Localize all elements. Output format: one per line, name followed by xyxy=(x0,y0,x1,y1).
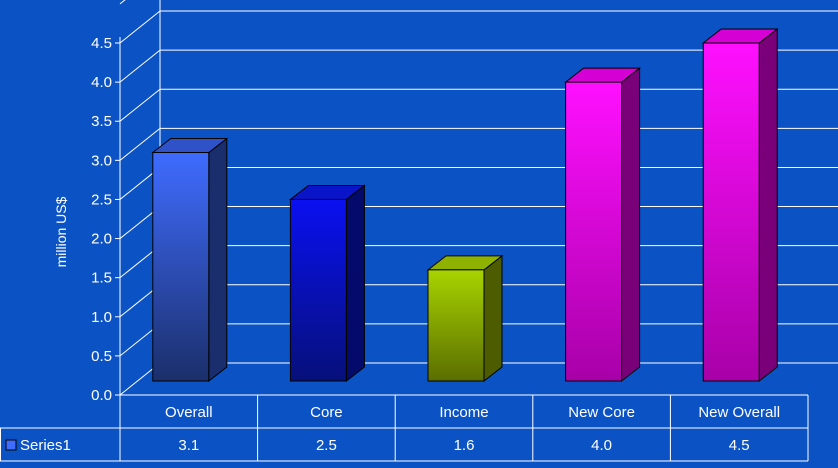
data-table-value: 2.5 xyxy=(316,437,337,454)
y-tick-label: 0.5 xyxy=(91,348,112,365)
gridline-diagonal xyxy=(119,49,161,83)
y-axis-title: million US$ xyxy=(53,196,69,267)
y-tick-label: 4.5 xyxy=(91,35,112,52)
y-axis: 0.0 0.5 1.0 1.5 2.0 2.5 3.0 3.5 4.0 4.5 xyxy=(91,0,161,404)
gridline-diagonal xyxy=(119,88,161,122)
bar-overall xyxy=(151,137,229,383)
bars xyxy=(151,27,779,383)
x-category-label: Core xyxy=(310,404,343,421)
legend-key xyxy=(5,439,17,451)
bar-side xyxy=(483,254,503,383)
bar-side xyxy=(621,67,641,383)
bar xyxy=(427,269,485,382)
y-tick-label: 3.0 xyxy=(91,152,112,169)
bar xyxy=(152,152,210,382)
x-category-label: Income xyxy=(439,404,488,421)
bar-side xyxy=(758,27,778,383)
bar-income xyxy=(426,254,504,383)
legend-series-name: Series1 xyxy=(20,437,71,454)
data-table-value: 1.6 xyxy=(454,437,475,454)
gridline-diagonal xyxy=(119,127,161,161)
y-tick-label: 2.0 xyxy=(91,231,112,248)
x-category-label: Overall xyxy=(165,404,213,421)
y-tick-label: 4.0 xyxy=(91,74,112,91)
bar-core xyxy=(288,184,366,383)
bar-new-overall xyxy=(701,27,779,383)
bar xyxy=(565,81,623,382)
bar-side xyxy=(208,137,228,383)
data-table-value: 3.1 xyxy=(178,437,199,454)
y-tick-label: 2.5 xyxy=(91,191,112,208)
y-tick-label: 3.5 xyxy=(91,113,112,130)
gridline-diagonal xyxy=(119,10,161,44)
gridline-diagonal xyxy=(119,0,126,5)
bar xyxy=(289,198,347,382)
bar-side xyxy=(345,184,365,383)
bar xyxy=(702,42,760,382)
y-tick-label: 1.0 xyxy=(91,309,112,326)
data-table-value: 4.0 xyxy=(591,437,612,454)
data-table: Overall 3.1 Core 2.5 Income 1.6 New Core 4.0 New… xyxy=(0,394,809,462)
y-tick-label: 1.5 xyxy=(91,270,112,287)
x-category-label: New Core xyxy=(568,404,635,421)
bar-new-core xyxy=(564,67,642,383)
y-tick-label: 0.0 xyxy=(91,387,112,404)
x-category-label: New Overall xyxy=(698,404,780,421)
data-table-value: 4.5 xyxy=(729,437,750,454)
